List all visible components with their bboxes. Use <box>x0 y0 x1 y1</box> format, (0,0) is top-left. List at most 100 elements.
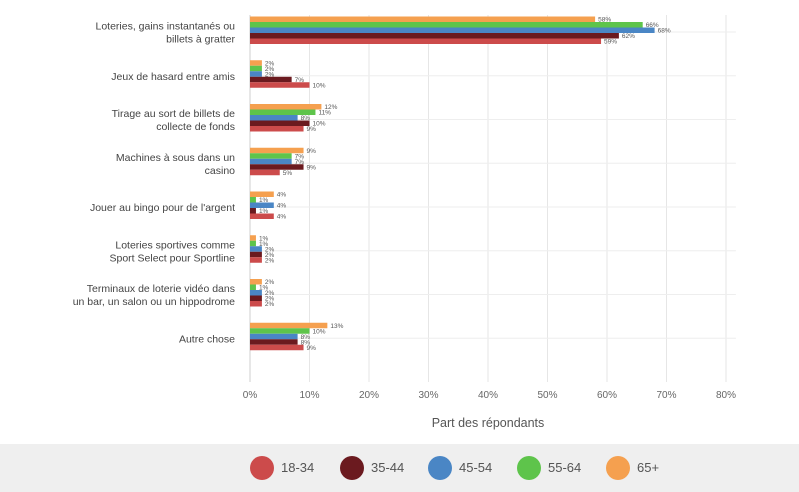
bar <box>250 115 298 121</box>
bar <box>250 22 643 28</box>
category-label: Tirage au sort de billets de <box>112 108 236 120</box>
bar <box>250 16 596 22</box>
legend-swatch <box>340 456 364 480</box>
data-label: 11% <box>318 110 331 117</box>
data-label: 1% <box>259 208 269 215</box>
data-label: 13% <box>330 323 343 330</box>
x-tick-label: 70% <box>656 390 676 401</box>
data-label: 7% <box>295 153 305 160</box>
category-label: casino <box>205 165 236 177</box>
bar <box>250 197 256 203</box>
bar <box>250 202 274 208</box>
bar <box>250 333 298 340</box>
legend-label: 55-64 <box>548 460 582 475</box>
x-axis-title: Part des répondants <box>432 416 545 430</box>
data-label: 1% <box>259 197 269 204</box>
data-label: 2% <box>265 66 275 73</box>
bar <box>250 126 304 132</box>
bar <box>250 169 280 176</box>
bar <box>250 60 262 66</box>
legend-label: 65+ <box>637 460 660 475</box>
x-tick-label: 10% <box>299 390 319 401</box>
data-label: 1% <box>259 241 269 248</box>
category-label: Terminaux de loterie vidéo dans <box>87 283 235 295</box>
bar <box>250 339 298 345</box>
data-label: 2% <box>265 301 275 308</box>
bar <box>250 109 316 115</box>
bar <box>250 301 262 307</box>
data-label: 9% <box>307 345 317 352</box>
category-label: Machines à sous dans un <box>116 152 235 164</box>
bar <box>250 147 304 154</box>
data-label: 7% <box>295 77 305 84</box>
data-label: 2% <box>265 257 275 264</box>
bar <box>250 65 262 72</box>
x-tick-label: 60% <box>597 390 617 401</box>
category-label: un bar, un salon ou un hippodrome <box>73 296 235 308</box>
x-tick-label: 30% <box>418 390 438 401</box>
bar <box>250 33 619 39</box>
bar <box>250 213 274 219</box>
data-label: 1% <box>259 235 269 242</box>
bar <box>250 235 256 241</box>
x-tick-label: 0% <box>243 390 258 401</box>
bar <box>250 240 256 247</box>
bar <box>250 208 256 214</box>
legend-label: 45-54 <box>459 460 493 475</box>
bar <box>250 344 304 351</box>
bar <box>250 158 292 165</box>
data-label: 10% <box>313 328 326 335</box>
data-label: 10% <box>313 82 326 89</box>
data-label: 2% <box>265 296 275 303</box>
bar <box>250 246 262 252</box>
data-label: 10% <box>313 121 326 128</box>
data-label: 9% <box>307 126 317 133</box>
legend-swatch <box>606 456 630 480</box>
data-label: 8% <box>301 115 311 122</box>
x-tick-label: 40% <box>478 390 498 401</box>
data-label: 2% <box>265 279 275 286</box>
data-label: 62% <box>622 33 635 40</box>
data-label: 12% <box>324 104 337 111</box>
data-label: 68% <box>658 28 671 35</box>
bar-chart: 0% 10% 20% 30% 40% 50% 60% 70% 80% Loteries, gain… <box>73 15 736 430</box>
bar <box>250 164 304 170</box>
legend-label: 18-34 <box>281 460 315 475</box>
bar <box>250 257 262 263</box>
data-label: 1% <box>259 285 269 292</box>
legend-swatch <box>428 456 452 480</box>
bar <box>250 76 292 83</box>
data-label: 59% <box>604 39 617 46</box>
legend-label: 35-44 <box>371 460 405 475</box>
data-label: 4% <box>277 192 287 199</box>
data-label: 2% <box>265 290 275 297</box>
data-label: 2% <box>265 60 275 67</box>
x-tick-label: 50% <box>537 390 557 401</box>
bar <box>250 322 328 329</box>
bar <box>250 290 262 296</box>
category-label: Loteries, gains instantanés ou <box>95 21 235 33</box>
data-label: 66% <box>646 22 659 29</box>
bar <box>250 38 602 44</box>
bar <box>250 71 262 77</box>
data-label: 9% <box>307 148 317 155</box>
legend-swatch <box>250 456 274 480</box>
category-label: Sport Select pour Sportline <box>110 252 236 264</box>
data-label: 7% <box>295 159 305 166</box>
x-tick-label: 20% <box>359 390 379 401</box>
data-label: 2% <box>265 246 275 253</box>
bar <box>250 153 292 159</box>
bar <box>250 104 322 110</box>
data-label: 4% <box>277 214 287 221</box>
category-label: Autre chose <box>179 333 235 345</box>
data-label: 8% <box>301 334 311 341</box>
bar <box>250 328 310 334</box>
data-label: 9% <box>307 164 317 171</box>
category-label: billets à gratter <box>166 34 235 46</box>
data-label: 2% <box>265 71 275 78</box>
data-label: 8% <box>301 339 311 346</box>
bar <box>250 191 274 197</box>
x-tick-label: 80% <box>716 390 736 401</box>
bar <box>250 284 256 290</box>
legend-swatch <box>517 456 541 480</box>
